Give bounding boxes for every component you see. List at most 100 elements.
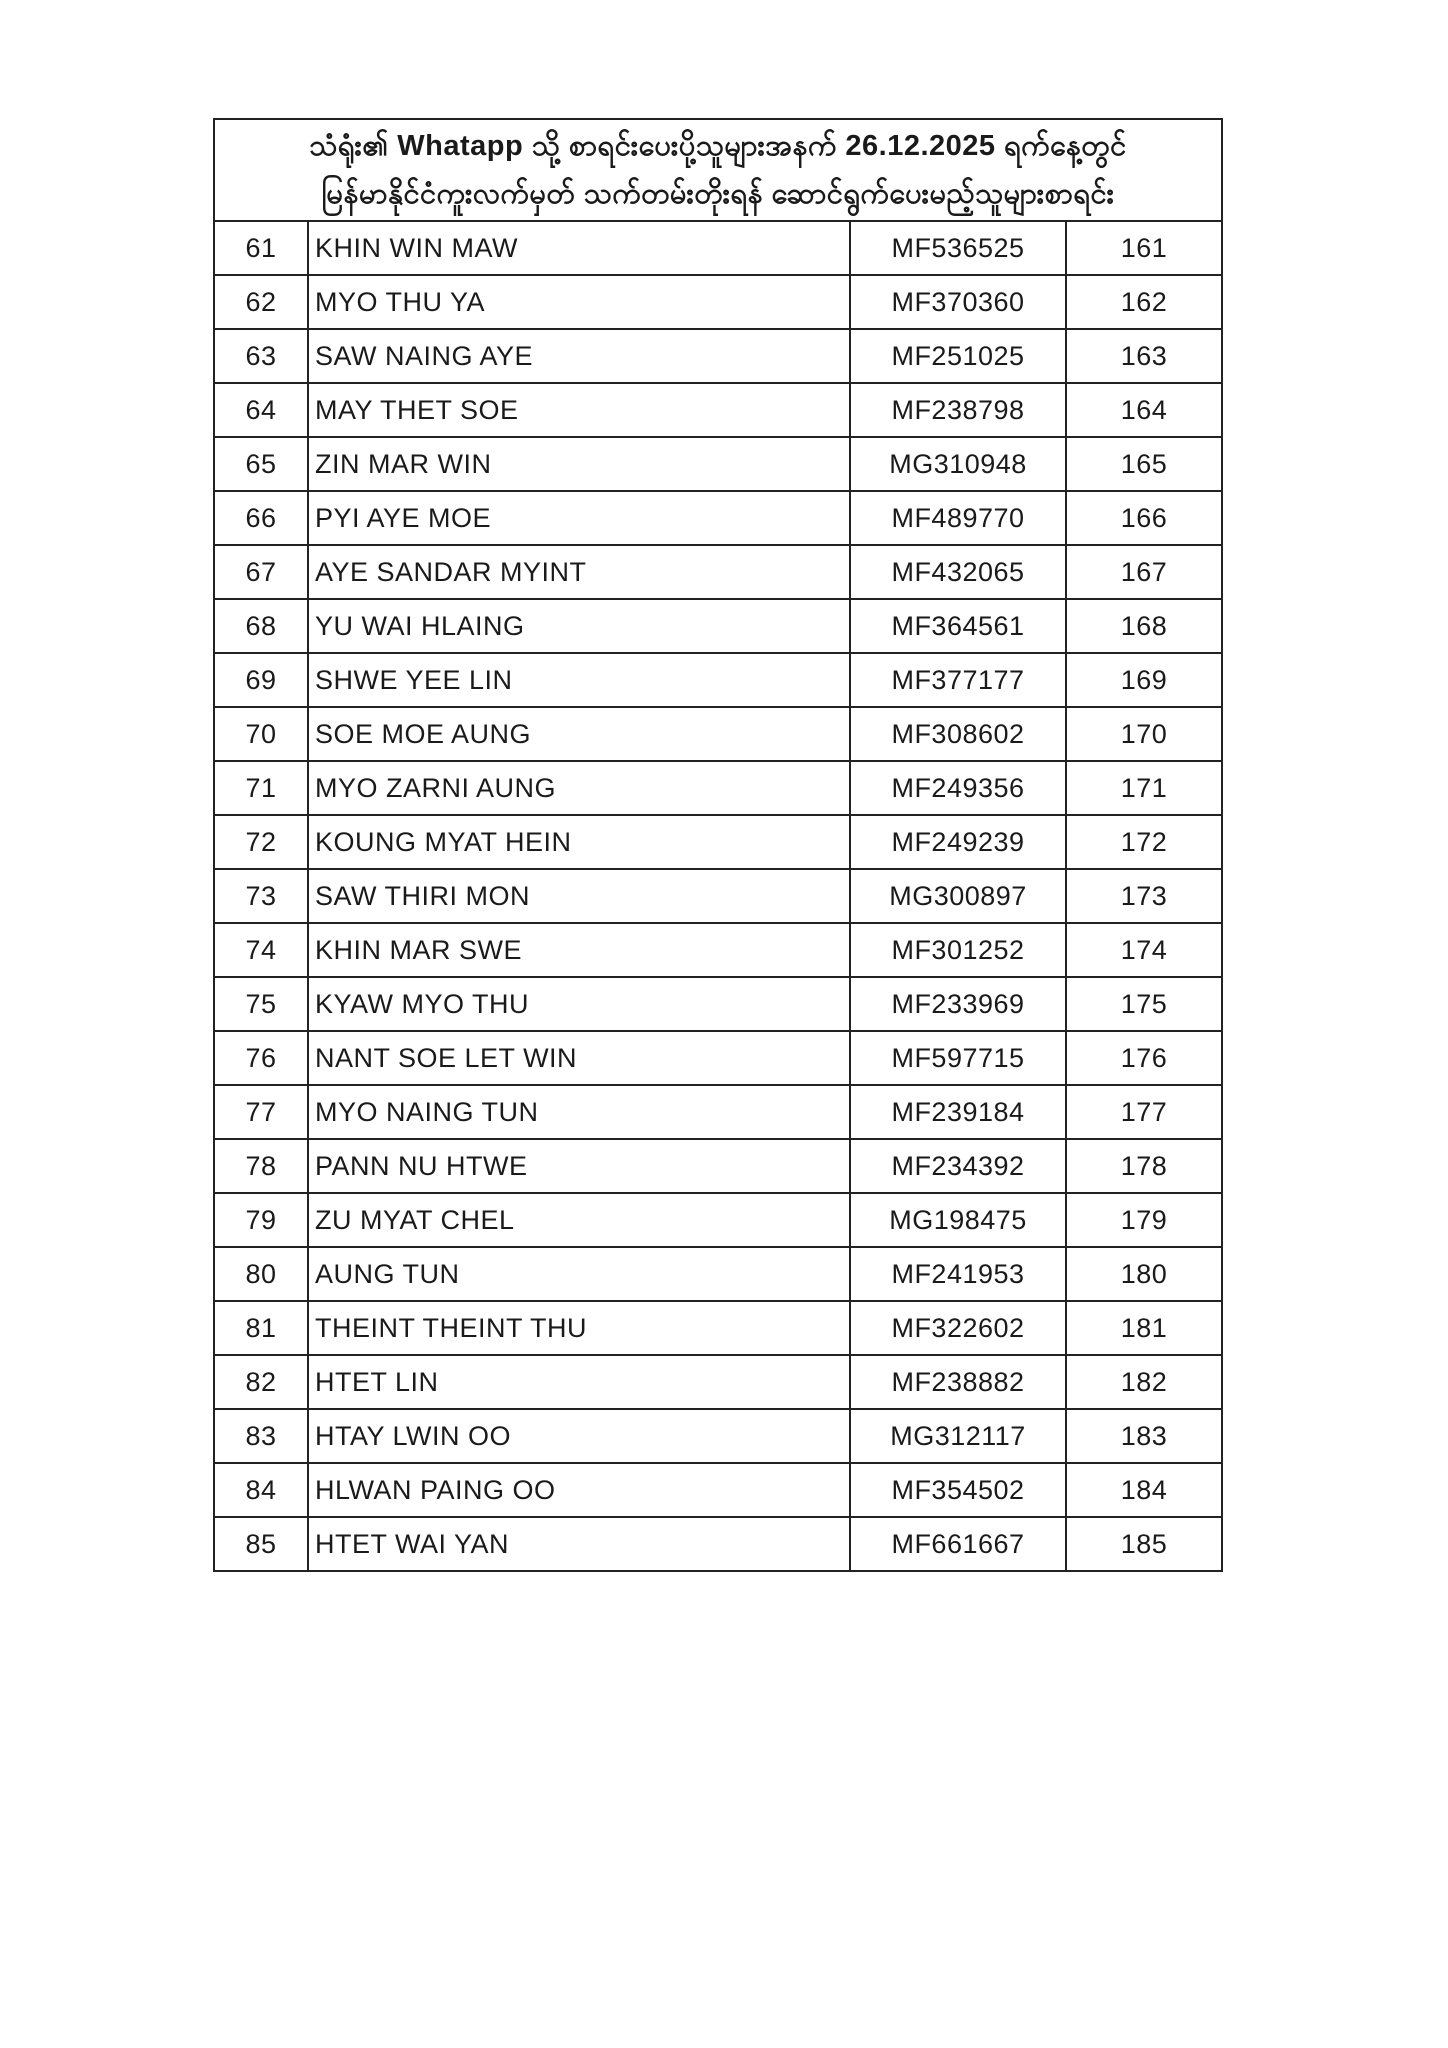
passport-number: MF370360 [849, 274, 1067, 330]
row-number: 70 [213, 706, 309, 762]
row-number: 72 [213, 814, 309, 870]
person-name: MYO THU YA [307, 274, 851, 330]
document-title: သံရုံး၏ Whatapp သို့ စာရင်းပေးပို့သူများ… [213, 118, 1223, 222]
passport-number: MF238882 [849, 1354, 1067, 1410]
table-row: 76 NANT SOE LET WIN MF597715 176 [213, 1030, 1223, 1086]
person-name: HTAY LWIN OO [307, 1408, 851, 1464]
table-row: 66 PYI AYE MOE MF489770 166 [213, 490, 1223, 546]
table-row: 80 AUNG TUN MF241953 180 [213, 1246, 1223, 1302]
passport-number: MG312117 [849, 1408, 1067, 1464]
sequence-number: 165 [1065, 436, 1223, 492]
person-name: HTET WAI YAN [307, 1516, 851, 1572]
sequence-number: 169 [1065, 652, 1223, 708]
row-number: 81 [213, 1300, 309, 1356]
row-number: 68 [213, 598, 309, 654]
person-name: KHIN WIN MAW [307, 220, 851, 276]
table-row: 70 SOE MOE AUNG MF308602 170 [213, 706, 1223, 762]
person-name: SAW THIRI MON [307, 868, 851, 924]
person-name: HLWAN PAING OO [307, 1462, 851, 1518]
table-row: 62 MYO THU YA MF370360 162 [213, 274, 1223, 330]
table-row: 84 HLWAN PAING OO MF354502 184 [213, 1462, 1223, 1518]
table-row: 67 AYE SANDAR MYINT MF432065 167 [213, 544, 1223, 600]
row-number: 85 [213, 1516, 309, 1572]
passport-number: MF239184 [849, 1084, 1067, 1140]
sequence-number: 174 [1065, 922, 1223, 978]
sequence-number: 172 [1065, 814, 1223, 870]
passport-number: MF308602 [849, 706, 1067, 762]
sequence-number: 168 [1065, 598, 1223, 654]
sequence-number: 181 [1065, 1300, 1223, 1356]
sequence-number: 167 [1065, 544, 1223, 600]
passport-number: MF432065 [849, 544, 1067, 600]
table-row: 72 KOUNG MYAT HEIN MF249239 172 [213, 814, 1223, 870]
person-name: SHWE YEE LIN [307, 652, 851, 708]
passport-number: MF377177 [849, 652, 1067, 708]
row-number: 73 [213, 868, 309, 924]
row-number: 83 [213, 1408, 309, 1464]
table-row: 63 SAW NAING AYE MF251025 163 [213, 328, 1223, 384]
passport-renewal-list-table: သံရုံး၏ Whatapp သို့ စာရင်းပေးပို့သူများ… [213, 118, 1223, 1572]
sequence-number: 178 [1065, 1138, 1223, 1194]
person-name: NANT SOE LET WIN [307, 1030, 851, 1086]
sequence-number: 180 [1065, 1246, 1223, 1302]
row-number: 77 [213, 1084, 309, 1140]
row-number: 67 [213, 544, 309, 600]
passport-number: MF322602 [849, 1300, 1067, 1356]
row-number: 74 [213, 922, 309, 978]
passport-number: MF489770 [849, 490, 1067, 546]
row-number: 63 [213, 328, 309, 384]
sequence-number: 170 [1065, 706, 1223, 762]
sequence-number: 185 [1065, 1516, 1223, 1572]
sequence-number: 166 [1065, 490, 1223, 546]
table-row: 82 HTET LIN MF238882 182 [213, 1354, 1223, 1410]
table-row: 77 MYO NAING TUN MF239184 177 [213, 1084, 1223, 1140]
row-number: 64 [213, 382, 309, 438]
person-name: MYO NAING TUN [307, 1084, 851, 1140]
table-row: 75 KYAW MYO THU MF233969 175 [213, 976, 1223, 1032]
table-row: 69 SHWE YEE LIN MF377177 169 [213, 652, 1223, 708]
table-row: 68 YU WAI HLAING MF364561 168 [213, 598, 1223, 654]
passport-number: MF251025 [849, 328, 1067, 384]
sequence-number: 173 [1065, 868, 1223, 924]
passport-number: MF354502 [849, 1462, 1067, 1518]
row-number: 82 [213, 1354, 309, 1410]
sequence-number: 177 [1065, 1084, 1223, 1140]
sequence-number: 182 [1065, 1354, 1223, 1410]
row-number: 71 [213, 760, 309, 816]
table-row: 64 MAY THET SOE MF238798 164 [213, 382, 1223, 438]
row-number: 80 [213, 1246, 309, 1302]
sequence-number: 184 [1065, 1462, 1223, 1518]
person-name: SAW NAING AYE [307, 328, 851, 384]
table-row: 71 MYO ZARNI AUNG MF249356 171 [213, 760, 1223, 816]
sequence-number: 163 [1065, 328, 1223, 384]
sequence-number: 183 [1065, 1408, 1223, 1464]
passport-number: MG198475 [849, 1192, 1067, 1248]
passport-number: MG310948 [849, 436, 1067, 492]
row-number: 62 [213, 274, 309, 330]
sequence-number: 162 [1065, 274, 1223, 330]
passport-number: MF234392 [849, 1138, 1067, 1194]
table-row: 73 SAW THIRI MON MG300897 173 [213, 868, 1223, 924]
passport-number: MF249356 [849, 760, 1067, 816]
table-row: 79 ZU MYAT CHEL MG198475 179 [213, 1192, 1223, 1248]
sequence-number: 164 [1065, 382, 1223, 438]
title-line-1: သံရုံး၏ Whatapp သို့ စာရင်းပေးပို့သူများ… [309, 130, 1127, 162]
row-number: 69 [213, 652, 309, 708]
person-name: PYI AYE MOE [307, 490, 851, 546]
passport-number: MF238798 [849, 382, 1067, 438]
row-number: 79 [213, 1192, 309, 1248]
table-row: 78 PANN NU HTWE MF234392 178 [213, 1138, 1223, 1194]
row-number: 75 [213, 976, 309, 1032]
table-row: 74 KHIN MAR SWE MF301252 174 [213, 922, 1223, 978]
passport-number: MF241953 [849, 1246, 1067, 1302]
passport-number: MF233969 [849, 976, 1067, 1032]
person-name: ZU MYAT CHEL [307, 1192, 851, 1248]
row-number: 78 [213, 1138, 309, 1194]
passport-number: MF597715 [849, 1030, 1067, 1086]
sequence-number: 176 [1065, 1030, 1223, 1086]
person-name: THEINT THEINT THU [307, 1300, 851, 1356]
row-number: 65 [213, 436, 309, 492]
passport-number: MF249239 [849, 814, 1067, 870]
row-number: 84 [213, 1462, 309, 1518]
passport-number: MF536525 [849, 220, 1067, 276]
